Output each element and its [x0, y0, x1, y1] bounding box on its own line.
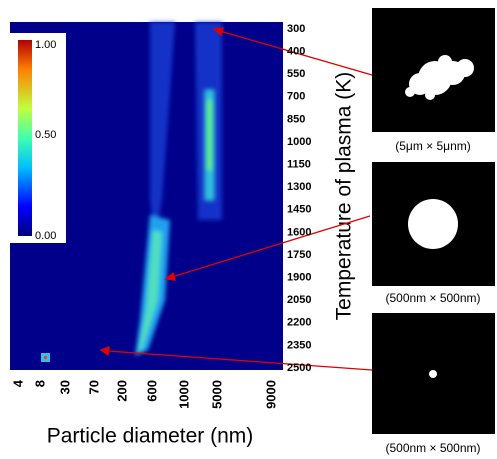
heatmap-streaks [135, 22, 222, 356]
y-tick-label: 850 [287, 113, 305, 125]
x-tick-label: 9000 [263, 380, 278, 409]
y-tick-label: 400 [287, 46, 305, 58]
y-tick-label: 550 [287, 68, 305, 80]
y-tick-label: 1600 [287, 226, 311, 238]
particle [408, 199, 458, 249]
x-tick-label: 200 [114, 380, 129, 402]
x-tick-label: 1000 [176, 380, 191, 409]
x-tick-label: 70 [86, 380, 101, 394]
x-tick-label: 4 [10, 379, 25, 387]
colorbar-tick: 0.50 [35, 129, 56, 141]
y-tick-label: 1750 [287, 249, 311, 261]
image-caption: (5μm × 5μnm) [395, 139, 471, 153]
y-tick-label: 1900 [287, 272, 311, 284]
y-tick-label: 700 [287, 91, 305, 103]
colorbar-tick: 0.00 [35, 230, 56, 242]
x-tick-label: 600 [144, 380, 159, 402]
x-tick-label: 30 [57, 380, 72, 394]
y-tick-label: 300 [287, 23, 305, 35]
particle [429, 370, 437, 378]
hotspot-core [44, 356, 47, 359]
colorbar [18, 40, 32, 236]
x-tick-label: 8 [32, 380, 47, 387]
y-tick-label: 2500 [287, 362, 311, 374]
y-axis-title: Temperature of plasma (K) [333, 72, 356, 321]
y-tick-label: 1450 [287, 204, 311, 216]
colorbar-tick: 1.00 [35, 39, 56, 51]
y-tick-label: 1300 [287, 181, 311, 193]
x-tick-label: 5000 [209, 380, 224, 409]
arrows [99, 27, 373, 371]
image-caption: (500nm × 500nm) [385, 291, 480, 305]
y-tick-label: 1000 [287, 136, 311, 148]
y-tick-label: 1150 [287, 159, 311, 171]
image-caption: (500nm × 500nm) [385, 441, 480, 455]
y-tick-label: 2350 [287, 339, 311, 351]
x-axis-title: Particle diameter (nm) [47, 425, 254, 448]
y-tick-label: 2200 [287, 317, 311, 329]
y-tick-label: 2050 [287, 294, 311, 306]
agglomerate [405, 55, 474, 100]
